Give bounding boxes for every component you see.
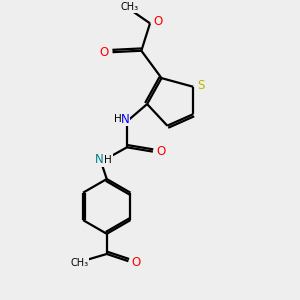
Text: O: O <box>132 256 141 269</box>
Text: CH₃: CH₃ <box>121 2 139 13</box>
Text: O: O <box>156 145 166 158</box>
Text: H: H <box>114 114 122 124</box>
Text: S: S <box>198 79 205 92</box>
Text: N: N <box>121 113 130 126</box>
Text: H: H <box>104 155 112 165</box>
Text: N: N <box>95 153 104 166</box>
Text: O: O <box>153 15 163 28</box>
Text: O: O <box>100 46 109 59</box>
Text: CH₃: CH₃ <box>70 258 88 268</box>
